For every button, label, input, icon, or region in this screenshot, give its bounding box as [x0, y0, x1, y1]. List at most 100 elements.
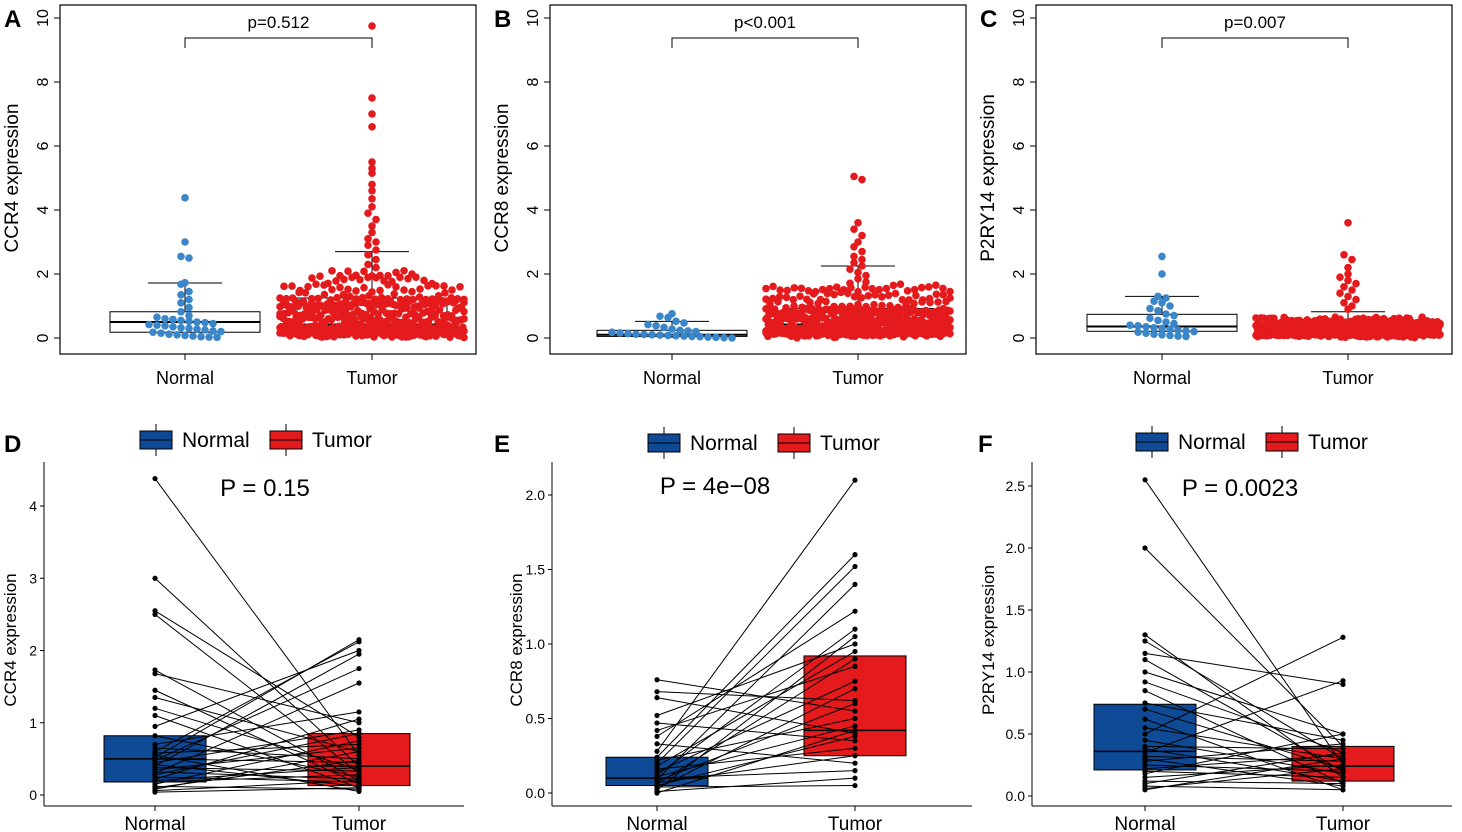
- point-tumor: [946, 316, 954, 324]
- pair-line: [1144, 652, 1344, 685]
- point-tumor: [814, 299, 822, 308]
- point-tumor: [846, 265, 854, 274]
- point-tumor: [460, 333, 468, 342]
- point-tumor: [830, 290, 838, 299]
- point-tumor: [304, 282, 312, 291]
- point-normal: [1142, 632, 1148, 638]
- point-tumor: [456, 283, 464, 291]
- y-tick-label: 4: [525, 205, 542, 214]
- point-tumor: [376, 286, 384, 295]
- point-normal: [152, 475, 158, 482]
- y-tick-label: 6: [525, 141, 542, 150]
- pair-line: [154, 641, 360, 753]
- point-tumor: [408, 287, 416, 296]
- point-tumor: [809, 290, 818, 298]
- point-tumor: [415, 293, 424, 301]
- y-tick-label: 0.5: [1006, 726, 1026, 742]
- point-tumor: [1348, 286, 1356, 294]
- point-normal: [161, 322, 169, 330]
- pair-line: [154, 747, 360, 771]
- point-normal: [197, 332, 205, 341]
- point-tumor: [942, 297, 950, 306]
- y-tick-label: 0.0: [526, 785, 546, 801]
- x-tick-label: Normal: [1133, 368, 1191, 388]
- point-tumor: [822, 297, 830, 306]
- point-tumor: [328, 285, 336, 294]
- point-normal: [153, 321, 161, 330]
- point-normal: [640, 330, 648, 339]
- point-normal: [149, 328, 157, 337]
- point-normal: [205, 333, 213, 341]
- pair-line: [1144, 547, 1344, 747]
- point-tumor: [850, 172, 858, 181]
- pair-line: [1144, 733, 1344, 775]
- point-tumor: [312, 280, 320, 289]
- point-tumor: [1340, 756, 1346, 762]
- point-tumor: [852, 738, 858, 744]
- point-normal: [660, 323, 668, 332]
- point-tumor: [852, 663, 858, 669]
- point-tumor: [776, 286, 784, 294]
- point-tumor: [939, 291, 947, 299]
- point-tumor: [337, 312, 346, 320]
- pair-line: [1144, 680, 1344, 754]
- point-normal: [654, 677, 660, 683]
- pair-line: [656, 777, 856, 793]
- pair-line: [656, 729, 856, 794]
- point-normal: [696, 332, 704, 341]
- point-normal: [664, 313, 672, 322]
- point-tumor: [432, 282, 440, 290]
- point-tumor: [852, 477, 858, 483]
- point-tumor: [850, 259, 858, 267]
- point-tumor: [360, 283, 368, 292]
- point-normal: [1142, 716, 1148, 722]
- point-tumor: [344, 267, 352, 275]
- point-tumor: [852, 633, 858, 640]
- point-tumor: [368, 203, 376, 211]
- pair-line: [656, 658, 856, 785]
- point-normal: [1142, 477, 1148, 483]
- point-normal: [1146, 314, 1154, 322]
- point-tumor: [320, 290, 329, 299]
- point-tumor: [1344, 305, 1352, 314]
- point-normal: [1142, 774, 1148, 781]
- point-tumor: [392, 283, 400, 291]
- point-tumor: [314, 313, 323, 321]
- point-normal: [213, 333, 221, 342]
- point-tumor: [460, 307, 468, 316]
- point-normal: [1154, 316, 1162, 325]
- y-tick-label: 0: [525, 333, 542, 342]
- point-normal: [676, 326, 684, 335]
- pair-line: [1144, 780, 1344, 785]
- point-normal: [177, 252, 185, 261]
- point-tumor: [783, 286, 792, 295]
- point-normal: [1174, 332, 1182, 340]
- point-tumor: [882, 284, 891, 293]
- point-normal: [1190, 327, 1198, 336]
- point-tumor: [790, 284, 799, 292]
- point-normal: [1182, 327, 1190, 335]
- point-tumor: [356, 637, 362, 643]
- point-tumor: [372, 263, 380, 272]
- point-tumor: [384, 280, 392, 289]
- y-tick-label: 8: [1011, 77, 1028, 86]
- y-tick-label: 10: [35, 9, 52, 27]
- pair-line: [154, 653, 360, 767]
- y-tick-label: 6: [1011, 141, 1028, 150]
- y-tick-label: 2.0: [526, 487, 546, 503]
- point-normal: [648, 331, 656, 339]
- point-tumor: [280, 282, 288, 291]
- point-tumor: [852, 708, 858, 714]
- point-tumor: [852, 753, 858, 759]
- point-tumor: [328, 267, 336, 275]
- point-tumor: [356, 757, 362, 763]
- y-tick-label: 10: [1011, 9, 1028, 27]
- point-normal: [152, 575, 158, 581]
- y-tick-label: 8: [525, 77, 542, 86]
- point-tumor: [847, 283, 855, 292]
- point-tumor: [364, 209, 372, 217]
- point-tumor: [390, 290, 399, 298]
- point-normal: [680, 332, 688, 340]
- y-tick-label: 2.0: [1006, 540, 1026, 556]
- point-tumor: [340, 275, 348, 284]
